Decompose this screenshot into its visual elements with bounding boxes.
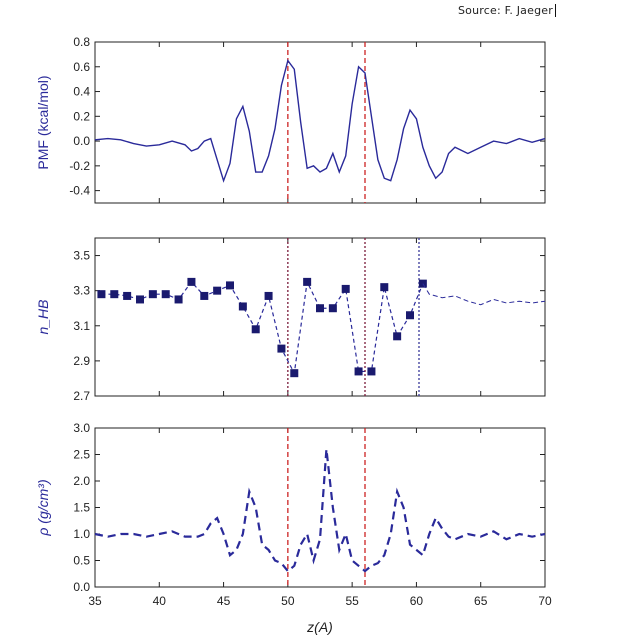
y-axis-label: ρ (g/cm³) (35, 479, 51, 536)
data-point (303, 277, 312, 286)
data-point (97, 290, 106, 299)
y-tick-label: 3.3 (73, 284, 90, 298)
data-point (290, 369, 299, 378)
y-tick-label: 2.9 (73, 354, 90, 368)
x-tick-label: 55 (345, 594, 359, 608)
y-tick-label: 0.8 (73, 35, 90, 49)
x-axis-label: z(A) (306, 619, 333, 635)
y-tick-label: 2.7 (73, 389, 90, 403)
y-tick-label: -0.4 (69, 184, 90, 198)
y-tick-label: 3.0 (73, 421, 90, 435)
source-label: Source: F. Jaeger (458, 4, 556, 17)
data-point (148, 290, 157, 299)
y-tick-label: 2.5 (73, 448, 90, 462)
x-tick-label: 40 (153, 594, 167, 608)
x-tick-label: 35 (88, 594, 102, 608)
data-point (238, 302, 247, 311)
data-point (226, 281, 234, 290)
data-point (251, 325, 260, 334)
y-axis-label: n_HB (35, 299, 51, 334)
plot-frame (94, 41, 546, 204)
y-tick-label: 0.4 (73, 85, 90, 99)
x-tick-label: 45 (217, 594, 231, 608)
data-point (393, 332, 402, 341)
data-point (161, 290, 170, 299)
data-point (200, 291, 209, 300)
x-tick-label: 60 (410, 594, 424, 608)
data-point (341, 284, 350, 293)
data-point (110, 290, 119, 299)
data-point (174, 295, 183, 304)
y-tick-label: 0.5 (73, 554, 90, 568)
data-point (277, 344, 286, 353)
data-point (406, 311, 414, 320)
x-tick-label: 50 (281, 594, 295, 608)
y-tick-label: 1.0 (73, 527, 90, 541)
series-line-reference (422, 283, 546, 306)
data-point (316, 304, 324, 313)
y-tick-label: 3.5 (73, 249, 90, 263)
y-axis-label: PMF (kcal/mol) (35, 75, 51, 169)
data-point (136, 295, 144, 304)
plot-frame (94, 427, 546, 588)
y-tick-label: 0.0 (73, 580, 90, 594)
y-tick-label: 0.6 (73, 60, 90, 74)
x-tick-label: 65 (474, 594, 488, 608)
data-point (123, 291, 132, 300)
data-point (264, 291, 273, 300)
y-tick-label: 2.0 (73, 474, 90, 488)
series-line-density (94, 449, 546, 573)
panel-1: -0.4 -0.2 0.0 0.2 0.4 0.6 0.8 PMF (kcal/mol) (35, 35, 546, 204)
y-tick-label: 0.0 (73, 134, 90, 148)
panel-3: 0.0 0.5 1.0 1.5 2.0 2.5 3.0 ρ (g/cm³) 35 40 45 50 55… (35, 421, 552, 608)
panel-2: 2.7 2.9 3.1 3.3 3.5 n_HB (35, 237, 546, 403)
series-line-PMF (94, 58, 546, 183)
plot-frame (94, 237, 546, 397)
data-point (380, 283, 389, 292)
data-point (354, 367, 363, 376)
x-tick-label: 70 (538, 594, 552, 608)
data-point (213, 286, 222, 295)
y-tick-label: 0.2 (73, 109, 90, 123)
y-tick-label: 3.1 (73, 319, 90, 333)
data-point (367, 367, 376, 376)
data-point (187, 277, 196, 286)
y-tick-label: -0.2 (69, 159, 90, 173)
y-tick-label: 1.5 (73, 501, 90, 515)
data-point (328, 304, 337, 313)
